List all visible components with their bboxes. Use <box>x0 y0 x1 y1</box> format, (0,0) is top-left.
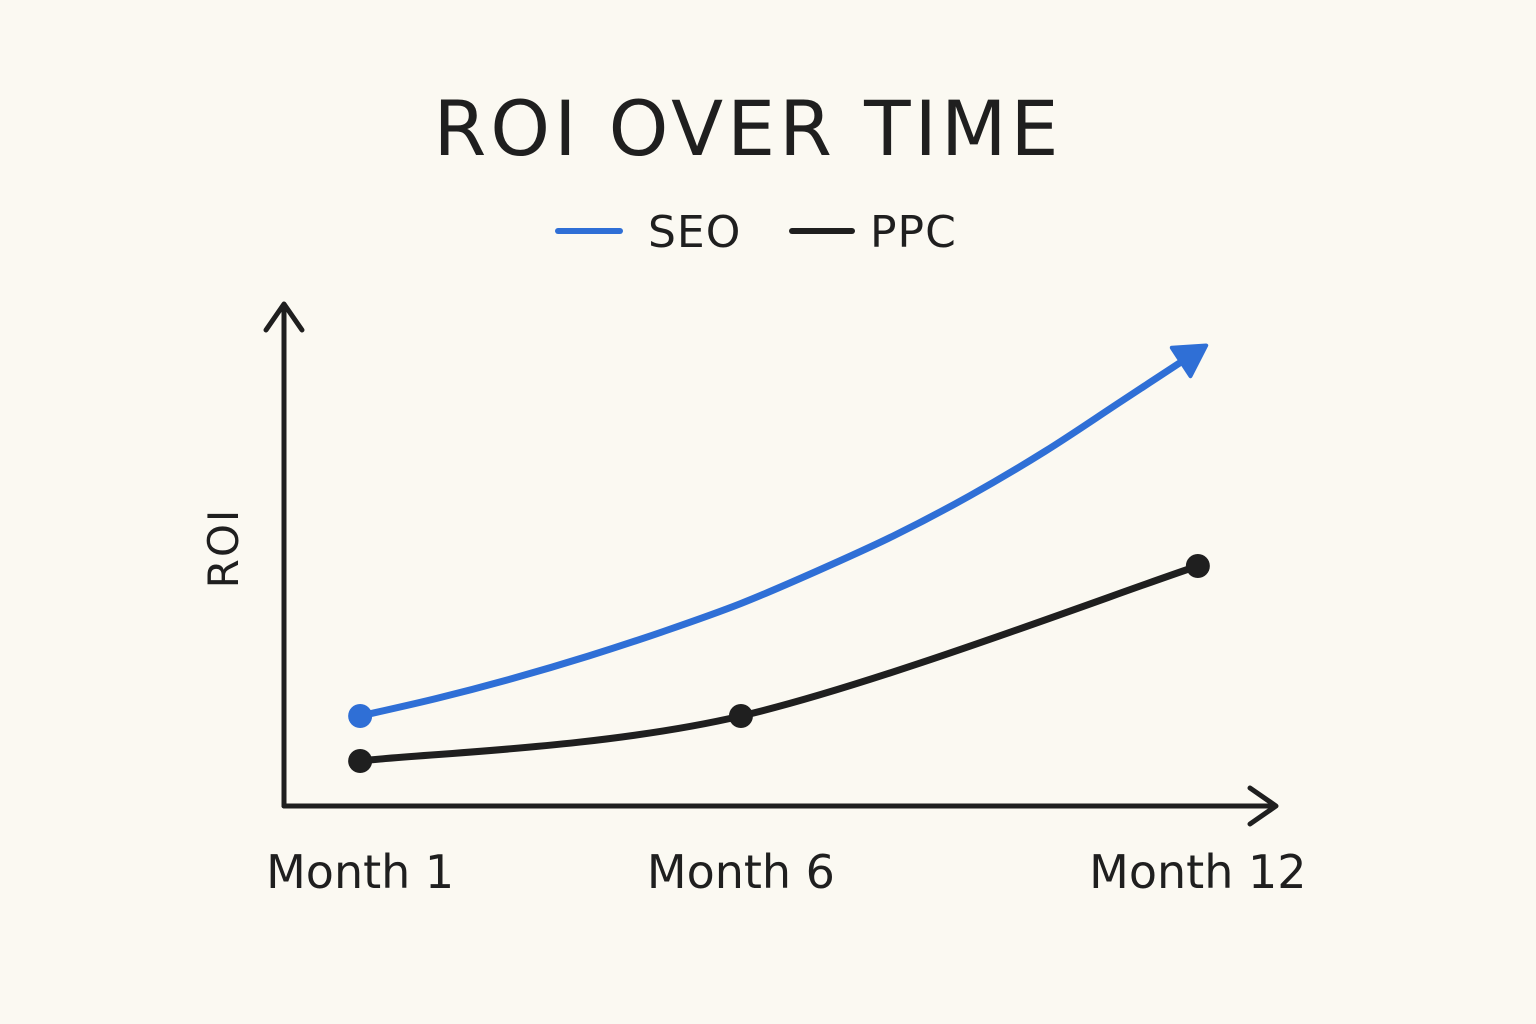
series-line-seo <box>356 347 1202 720</box>
x-tick-labels: Month 1 Month 6 Month 12 <box>266 845 1306 899</box>
data-point-ppc-12 <box>1185 554 1210 578</box>
chart-title: ROI OVER TIME <box>433 84 1062 173</box>
series-line-ppc <box>356 562 1202 765</box>
data-point-ppc-6 <box>728 704 753 728</box>
x-tick-label-month-12: Month 12 <box>1089 845 1306 899</box>
data-point-seo-1 <box>348 704 373 728</box>
y-axis <box>263 301 305 809</box>
legend-label-seo: SEO <box>648 207 741 258</box>
x-tick-label-month-6: Month 6 <box>647 845 835 899</box>
y-axis-label: ROI <box>199 508 248 589</box>
x-axis <box>281 785 1279 827</box>
legend-label-ppc: PPC <box>870 207 957 258</box>
x-tick-label-month-1: Month 1 <box>266 845 454 899</box>
series-arrowhead-seo <box>1169 343 1209 379</box>
y-axis-arrowhead <box>263 301 305 333</box>
data-point-ppc-1 <box>348 749 373 773</box>
series-layer <box>348 343 1210 773</box>
x-axis-arrowhead <box>1247 785 1279 827</box>
legend: SEO PPC <box>555 207 957 258</box>
